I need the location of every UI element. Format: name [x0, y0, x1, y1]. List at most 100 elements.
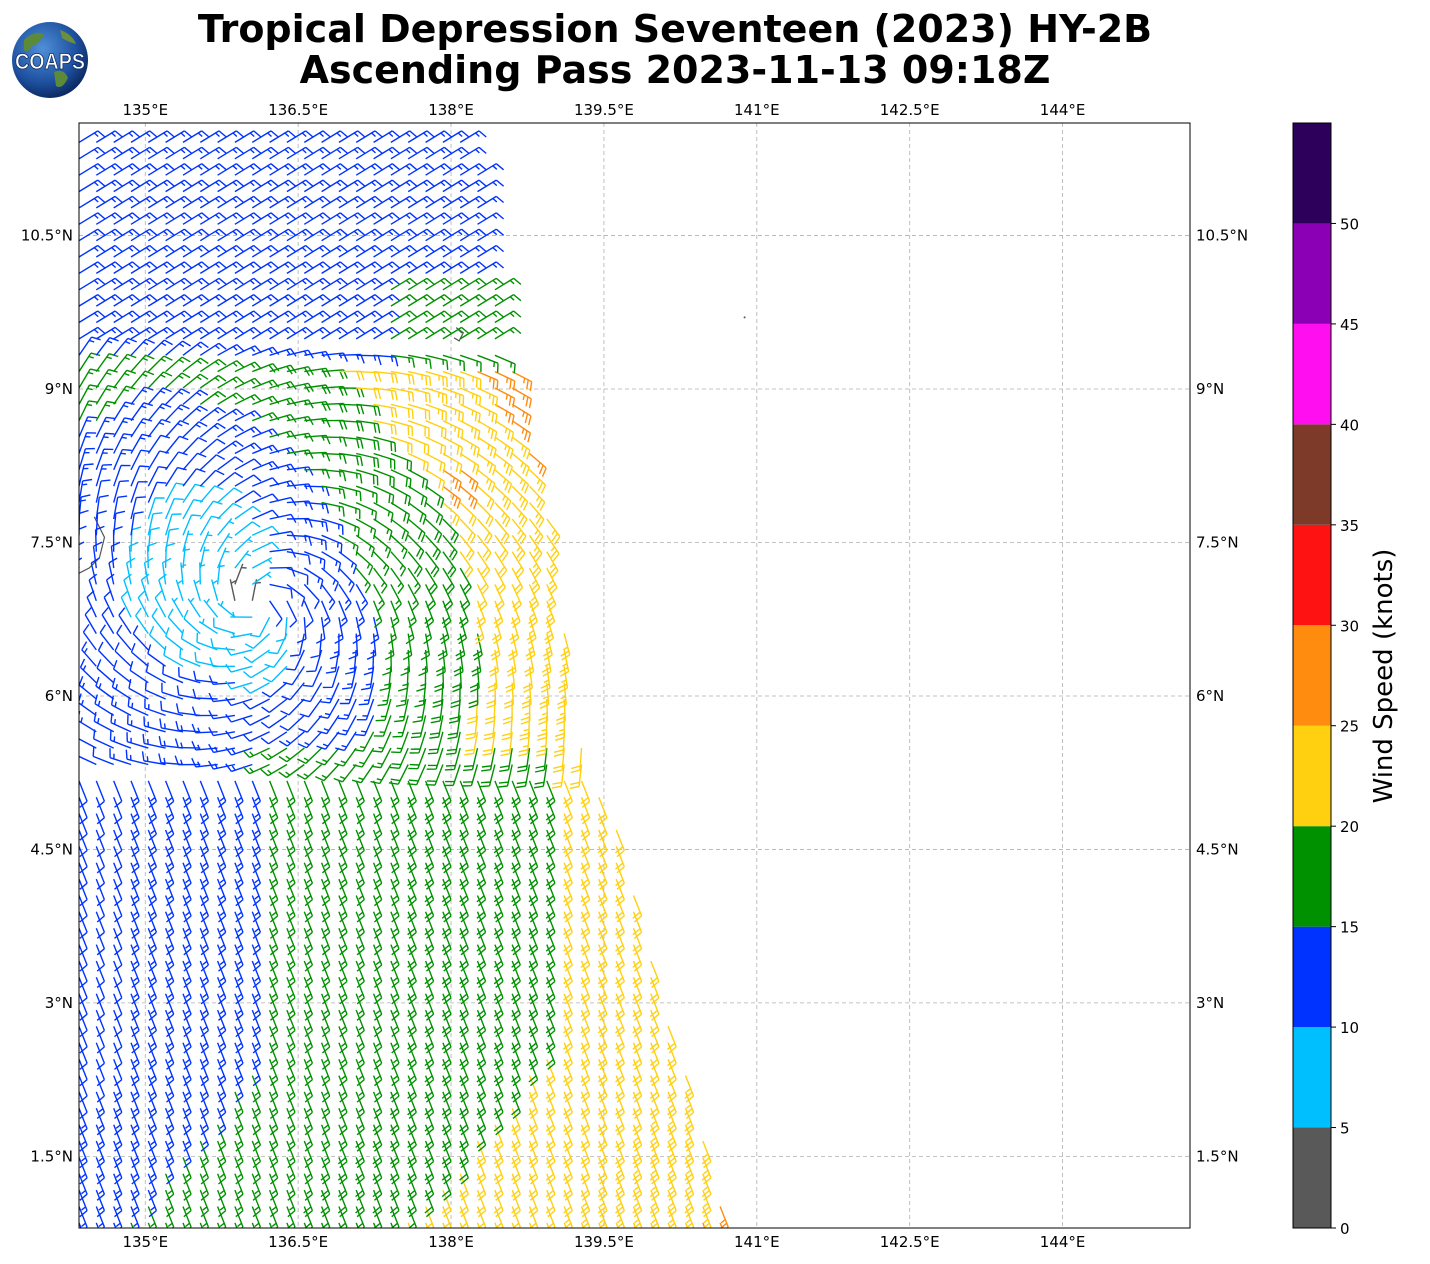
wind-barb — [199, 358, 227, 373]
wind-barb — [216, 977, 227, 1005]
wind-barb — [615, 1206, 625, 1228]
wind-barb — [459, 1124, 469, 1152]
wind-barb — [297, 731, 323, 749]
wind-barb — [407, 485, 428, 508]
wind-barb — [425, 551, 440, 578]
wind-barb — [545, 829, 556, 858]
wind-barb — [317, 715, 340, 735]
wind-barb — [113, 495, 128, 520]
wind-barb — [165, 419, 190, 438]
y-tick-label-right: 1.5°N — [1196, 1147, 1239, 1165]
wind-barb — [477, 387, 499, 407]
wind-barb — [355, 1124, 365, 1152]
wind-barb — [251, 294, 279, 307]
wind-barb — [182, 483, 205, 503]
wind-barb — [493, 960, 504, 989]
wind-barb — [468, 682, 479, 709]
wind-barb — [372, 813, 383, 841]
wind-barb — [719, 1222, 723, 1228]
wind-barb — [511, 1124, 521, 1152]
wind-barb — [79, 675, 97, 700]
wind-barb — [511, 403, 532, 426]
logo-landmass — [60, 30, 76, 44]
wind-barb — [199, 944, 210, 972]
wind-barb — [425, 469, 446, 491]
wind-barb — [112, 659, 132, 684]
wind-barb — [182, 829, 192, 858]
wind-barb — [182, 436, 208, 454]
wind-barb — [182, 977, 192, 1005]
wind-barb — [251, 1157, 262, 1185]
wind-barb — [493, 1075, 504, 1103]
colorbar-tick-label: 35 — [1340, 517, 1359, 535]
wind-barb — [528, 534, 543, 562]
wind-barb — [182, 797, 192, 825]
wind-barb — [216, 911, 227, 939]
wind-barb — [511, 1026, 521, 1054]
wind-barb — [400, 649, 411, 677]
wind-barb — [95, 878, 106, 907]
wind-barb — [113, 895, 123, 923]
wind-barb — [370, 764, 392, 785]
wind-barb — [286, 1108, 296, 1136]
x-tick-label-bottom: 144°E — [1040, 1233, 1086, 1251]
wind-barb — [372, 977, 383, 1005]
wind-barb — [407, 277, 435, 291]
wind-barb — [442, 420, 464, 440]
wind-barb — [113, 1042, 123, 1070]
wind-barb — [459, 294, 487, 307]
wind-barb — [268, 846, 279, 874]
wind-barb — [192, 688, 218, 700]
wind-barb — [320, 780, 331, 808]
wind-barb — [130, 326, 158, 340]
wind-barb — [269, 244, 297, 258]
wind-barb — [147, 195, 175, 209]
wind-barb — [234, 1009, 244, 1038]
wind-barb — [424, 600, 435, 628]
wind-barb — [459, 895, 469, 923]
wind-barb — [147, 146, 175, 160]
wind-barb — [355, 895, 365, 923]
wind-barb — [234, 1091, 244, 1120]
wind-barb — [234, 550, 252, 569]
wind-barb — [95, 1075, 106, 1103]
wind-barb — [113, 1173, 123, 1201]
wind-barb — [79, 693, 97, 716]
wind-barb — [269, 430, 297, 440]
wind-barb — [458, 600, 469, 628]
wind-barb — [632, 1009, 643, 1038]
wind-barb — [563, 895, 573, 923]
wind-barb — [79, 846, 88, 874]
wind-barb — [425, 179, 453, 193]
wind-barb — [355, 294, 383, 307]
wind-barb — [125, 749, 149, 766]
wind-barb — [234, 960, 244, 989]
wind-barb — [130, 862, 140, 890]
wind-barb — [373, 551, 390, 577]
wind-barb — [459, 1173, 469, 1201]
wind-barb — [95, 1009, 106, 1038]
wind-barb — [165, 179, 193, 193]
wind-barb — [615, 927, 625, 956]
wind-barb — [123, 573, 132, 602]
wind-barb — [441, 862, 452, 890]
wind-barb — [92, 746, 114, 766]
wind-barb — [321, 228, 349, 242]
wind-barb — [199, 1222, 204, 1228]
wind-barb — [164, 1042, 175, 1070]
wind-barb — [373, 485, 395, 505]
wind-barb — [165, 163, 193, 176]
wind-barb — [355, 1173, 365, 1201]
wind-barb — [390, 911, 400, 939]
wind-barb — [303, 1157, 314, 1185]
wind-barb — [632, 1140, 643, 1169]
wind-barb — [425, 195, 453, 209]
wind-barb — [338, 244, 366, 258]
wind-barb — [130, 130, 158, 143]
wind-barb — [372, 1026, 383, 1054]
wind-barb — [632, 1075, 643, 1103]
wind-barb — [389, 1124, 400, 1152]
colorbar-label-text: Wind Speed (knots) — [1369, 548, 1399, 804]
wind-barb — [528, 567, 541, 595]
wind-barb — [632, 927, 643, 956]
